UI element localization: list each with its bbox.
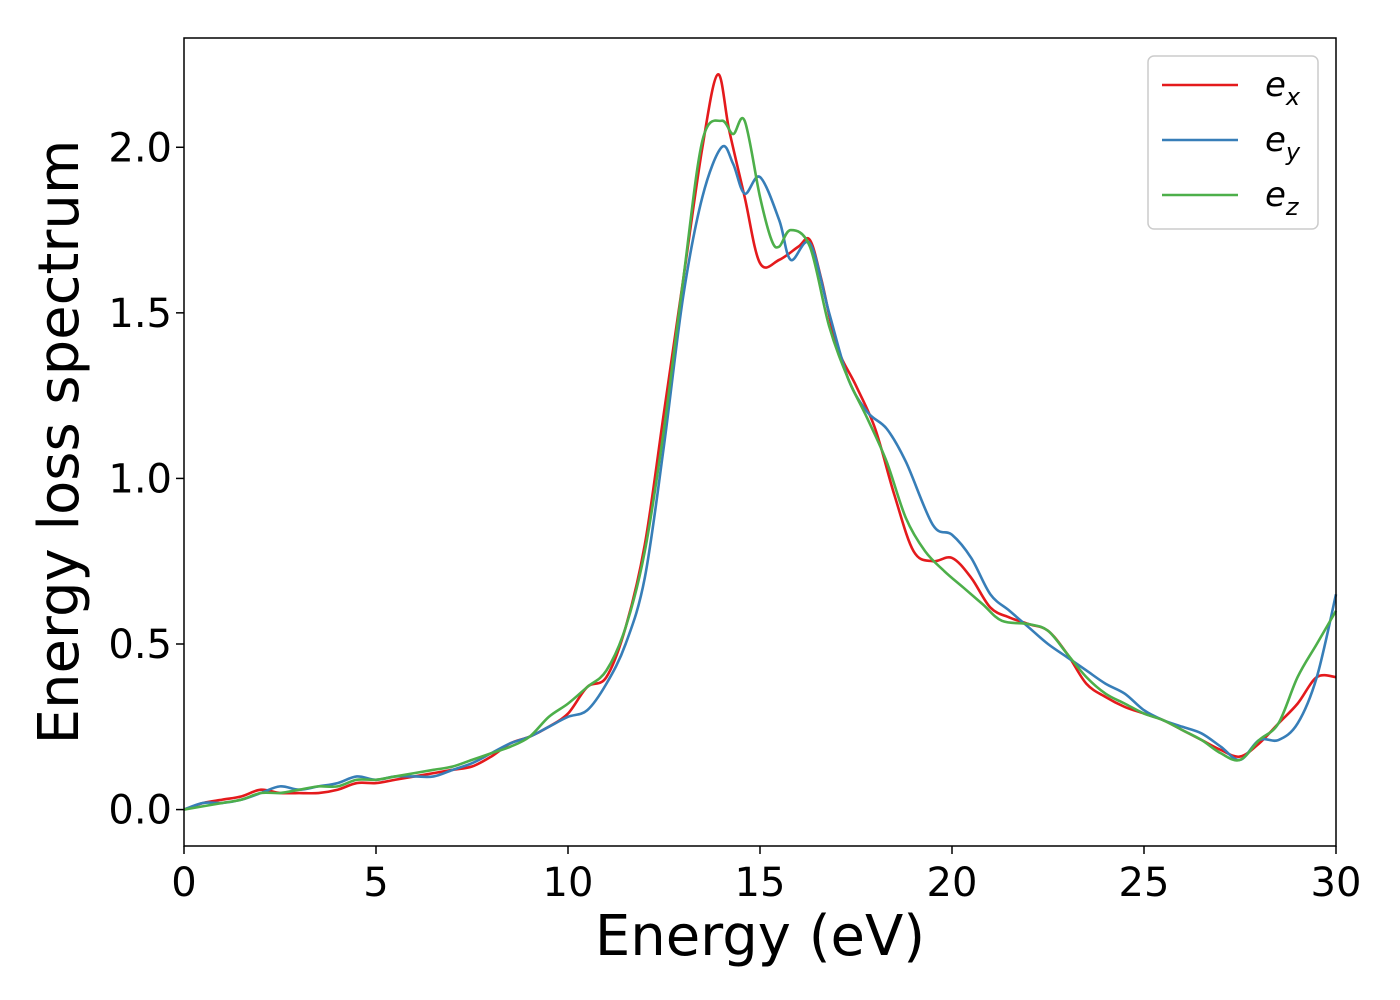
x-tick-label: 5	[363, 860, 388, 906]
y-tick-label: 0.0	[108, 788, 172, 834]
y-axis-title: Energy loss spectrum	[27, 140, 92, 745]
y-tick-label: 1.5	[108, 291, 172, 337]
series-layer	[183, 73, 1338, 811]
x-axis-ticks: 0 5 10 15 20 25 30	[171, 846, 1361, 906]
y-axis-ticks: 0.0 0.5 1.0 1.5 2.0	[108, 125, 184, 834]
x-tick-label: 25	[1119, 860, 1170, 906]
x-tick-label: 15	[735, 860, 786, 906]
x-axis-title: Energy (eV)	[595, 904, 925, 969]
series-line-z	[183, 117, 1338, 811]
x-tick-label: 0	[171, 860, 196, 906]
legend-box	[1147, 55, 1319, 230]
x-tick-label: 30	[1311, 860, 1362, 906]
y-tick-label: 2.0	[108, 125, 172, 171]
series-line-x	[183, 73, 1337, 811]
y-tick-label: 0.5	[108, 622, 172, 668]
x-tick-label: 20	[927, 860, 978, 906]
x-tick-label: 10	[543, 860, 594, 906]
y-tick-label: 1.0	[108, 456, 172, 502]
